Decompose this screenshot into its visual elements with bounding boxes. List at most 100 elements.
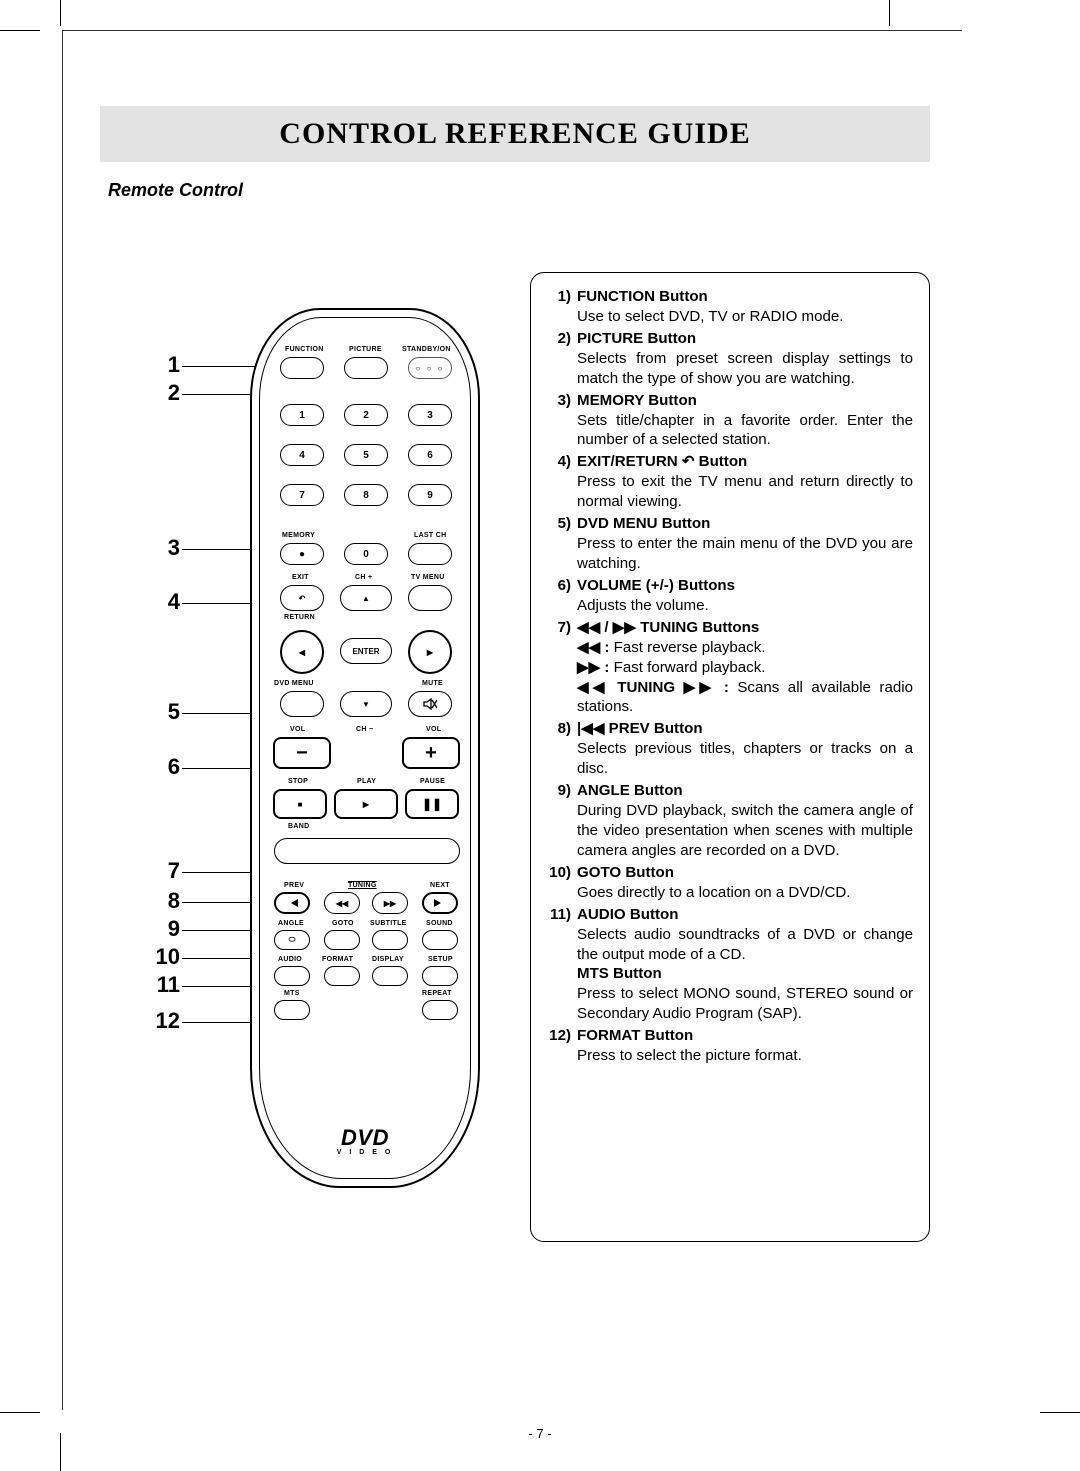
num-6-button: 6 [408, 444, 452, 466]
num-7-button: 7 [280, 484, 324, 506]
crop-mark [1040, 1412, 1080, 1413]
tvmenu-button [408, 585, 452, 611]
label-setup: SETUP [428, 956, 453, 963]
description-panel: 1)FUNCTION ButtonUse to select DVD, TV o… [530, 272, 930, 1242]
left-button: ◀ [280, 630, 324, 674]
num-1-button: 1 [280, 404, 324, 426]
audio-button [274, 966, 310, 986]
mute-button [408, 691, 452, 717]
page-title: CONTROL REFERENCE GUIDE [100, 106, 930, 162]
rew-button: ◀◀ [324, 892, 360, 914]
num-5-button: 5 [344, 444, 388, 466]
desc-item: 1)FUNCTION ButtonUse to select DVD, TV o… [547, 287, 913, 327]
desc-item: 12)FORMAT ButtonPress to select the pict… [547, 1026, 913, 1066]
label-standby: STANDBY/ON [402, 346, 451, 353]
label-format: FORMAT [322, 956, 353, 963]
label-pause: PAUSE [420, 778, 445, 785]
label-chminus: CH − [356, 726, 373, 733]
repeat-button [422, 1000, 458, 1020]
enter-button: ENTER [340, 638, 392, 664]
desc-num: 6) [547, 576, 577, 616]
desc-num: 9) [547, 781, 577, 861]
stop-button: ■ [273, 789, 327, 819]
dvdmenu-button [280, 691, 324, 717]
label-memory: MEMORY [282, 532, 315, 539]
callout-9: 9 [168, 916, 180, 942]
desc-item: 9)ANGLE ButtonDuring DVD playback, switc… [547, 781, 913, 861]
label-return: RETURN [284, 614, 315, 621]
desc-body: ANGLE ButtonDuring DVD playback, switch … [577, 781, 913, 861]
label-next: NEXT [430, 882, 450, 889]
prev-button [274, 892, 310, 914]
desc-body: ◀◀ / ▶▶ TUNING Buttons◀◀ : Fast reverse … [577, 618, 913, 718]
label-chplus: CH + [355, 574, 372, 581]
num-9-button: 9 [408, 484, 452, 506]
label-mute: MUTE [422, 680, 443, 687]
desc-body: AUDIO ButtonSelects audio soundtracks of… [577, 905, 913, 1025]
label-stop: STOP [288, 778, 308, 785]
num-4-button: 4 [280, 444, 324, 466]
desc-item: 7)◀◀ / ▶▶ TUNING Buttons◀◀ : Fast revers… [547, 618, 913, 718]
desc-item: 6)VOLUME (+/-) ButtonsAdjusts the volume… [547, 576, 913, 616]
callout-12: 12 [156, 1008, 180, 1034]
label-band: BAND [288, 823, 309, 830]
label-display: DISPLAY [372, 956, 404, 963]
callout-10: 10 [156, 944, 180, 970]
num-2-button: 2 [344, 404, 388, 426]
exit-button: ↶ [280, 585, 324, 611]
label-exit: EXIT [292, 574, 309, 581]
lastch-button [408, 543, 452, 565]
callout-5: 5 [168, 699, 180, 725]
label-lastch: LAST CH [414, 532, 446, 539]
callout-numbers: 123456789101112 [150, 250, 180, 1230]
right-button: ▶ [408, 630, 452, 674]
pause-button: ❚❚ [405, 789, 459, 819]
desc-item: 3)MEMORY ButtonSets title/chapter in a f… [547, 391, 913, 451]
angle-button: ⬭ [274, 930, 310, 950]
label-vol-r: VOL [426, 726, 441, 733]
label-picture: PICTURE [349, 346, 382, 353]
callout-3: 3 [168, 535, 180, 561]
function-button [280, 357, 324, 379]
desc-num: 12) [547, 1026, 577, 1066]
desc-num: 7) [547, 618, 577, 718]
sound-button [422, 930, 458, 950]
callout-4: 4 [168, 589, 180, 615]
desc-body: GOTO ButtonGoes directly to a location o… [577, 863, 913, 903]
callout-2: 2 [168, 380, 180, 406]
desc-num: 8) [547, 719, 577, 779]
desc-item: 5)DVD MENU ButtonPress to enter the main… [547, 514, 913, 574]
desc-num: 10) [547, 863, 577, 903]
goto-button [324, 930, 360, 950]
display-button [372, 966, 408, 986]
desc-num: 3) [547, 391, 577, 451]
crop-mark [0, 1412, 40, 1413]
desc-item: 11)AUDIO ButtonSelects audio soundtracks… [547, 905, 913, 1025]
memory-button: ● [280, 543, 324, 565]
crop-mark [60, 0, 61, 26]
ff-button: ▶▶ [372, 892, 408, 914]
desc-num: 11) [547, 905, 577, 1025]
desc-body: VOLUME (+/-) ButtonsAdjusts the volume. [577, 576, 913, 616]
standby-button: ○ ○ ○ [408, 357, 452, 379]
setup-button [422, 966, 458, 986]
label-subtitle: SUBTITLE [370, 920, 407, 927]
desc-item: 2)PICTURE ButtonSelects from preset scre… [547, 329, 913, 389]
label-tvmenu: TV MENU [411, 574, 445, 581]
label-tuning: TUNING [348, 882, 377, 889]
vol-minus-button: − [273, 737, 331, 769]
num-0-button: 0 [344, 543, 388, 565]
next-button [422, 892, 458, 914]
remote-diagram: 123456789101112 FUNCTION PICTURE STANDBY… [150, 250, 520, 1230]
vol-plus-button: + [402, 737, 460, 769]
label-vol-l: VOL [290, 726, 305, 733]
callout-6: 6 [168, 754, 180, 780]
remote-outline: FUNCTION PICTURE STANDBY/ON ○ ○ ○ 123456… [250, 308, 480, 1188]
callout-11: 11 [157, 972, 180, 998]
desc-num: 1) [547, 287, 577, 327]
desc-body: FORMAT ButtonPress to select the picture… [577, 1026, 913, 1066]
label-mts: MTS [284, 990, 300, 997]
page-subtitle: Remote Control [108, 180, 243, 201]
label-prev: PREV [284, 882, 304, 889]
desc-body: EXIT/RETURN ↶ ButtonPress to exit the TV… [577, 452, 913, 512]
